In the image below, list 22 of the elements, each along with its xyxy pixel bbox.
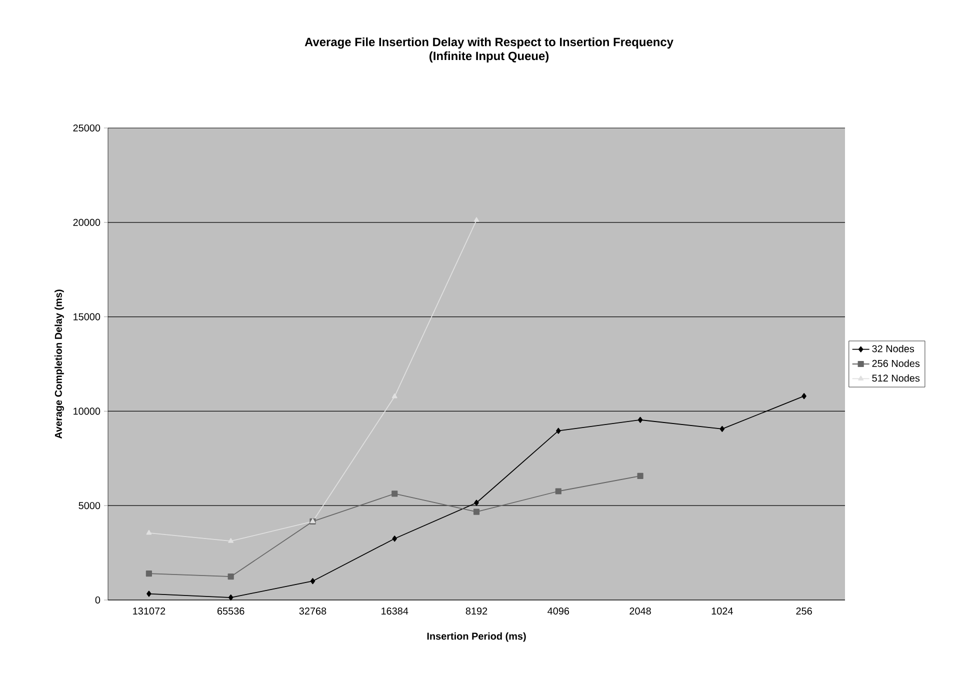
x-tick-label: 4096 [548,608,570,615]
legend-label: 512 Nodes [872,374,920,382]
x-tick-label: 2048 [630,608,651,615]
y-tick-label: 25000 [73,124,100,132]
x-tick-label: 16384 [382,608,408,615]
legend-label: 32 Nodes [872,344,914,352]
x-axis-title: Insertion Period (ms) [427,632,526,642]
legend-label: 256 Nodes [872,360,920,367]
chart-title: Average File Insertion Delay with Respect to Insertion Frequency [304,37,674,49]
y-tick-label: 10000 [74,408,100,415]
chart-subtitle: (Infinite Input Queue) [430,51,549,63]
y-tick-label: 20000 [73,218,100,226]
y-tick-label: 0 [95,596,100,604]
x-tick-label: 65536 [217,608,244,615]
x-tick-label: 256 [796,608,812,615]
y-axis-title: Average Completion Delay (ms) [54,290,64,439]
y-tick-label: 5000 [78,502,100,510]
x-tick-label: 8192 [466,608,488,615]
x-tick-label: 32768 [299,608,326,615]
x-tick-label: 131072 [133,608,166,615]
x-tick-label: 1024 [712,608,733,615]
y-tick-label: 15000 [74,313,100,320]
